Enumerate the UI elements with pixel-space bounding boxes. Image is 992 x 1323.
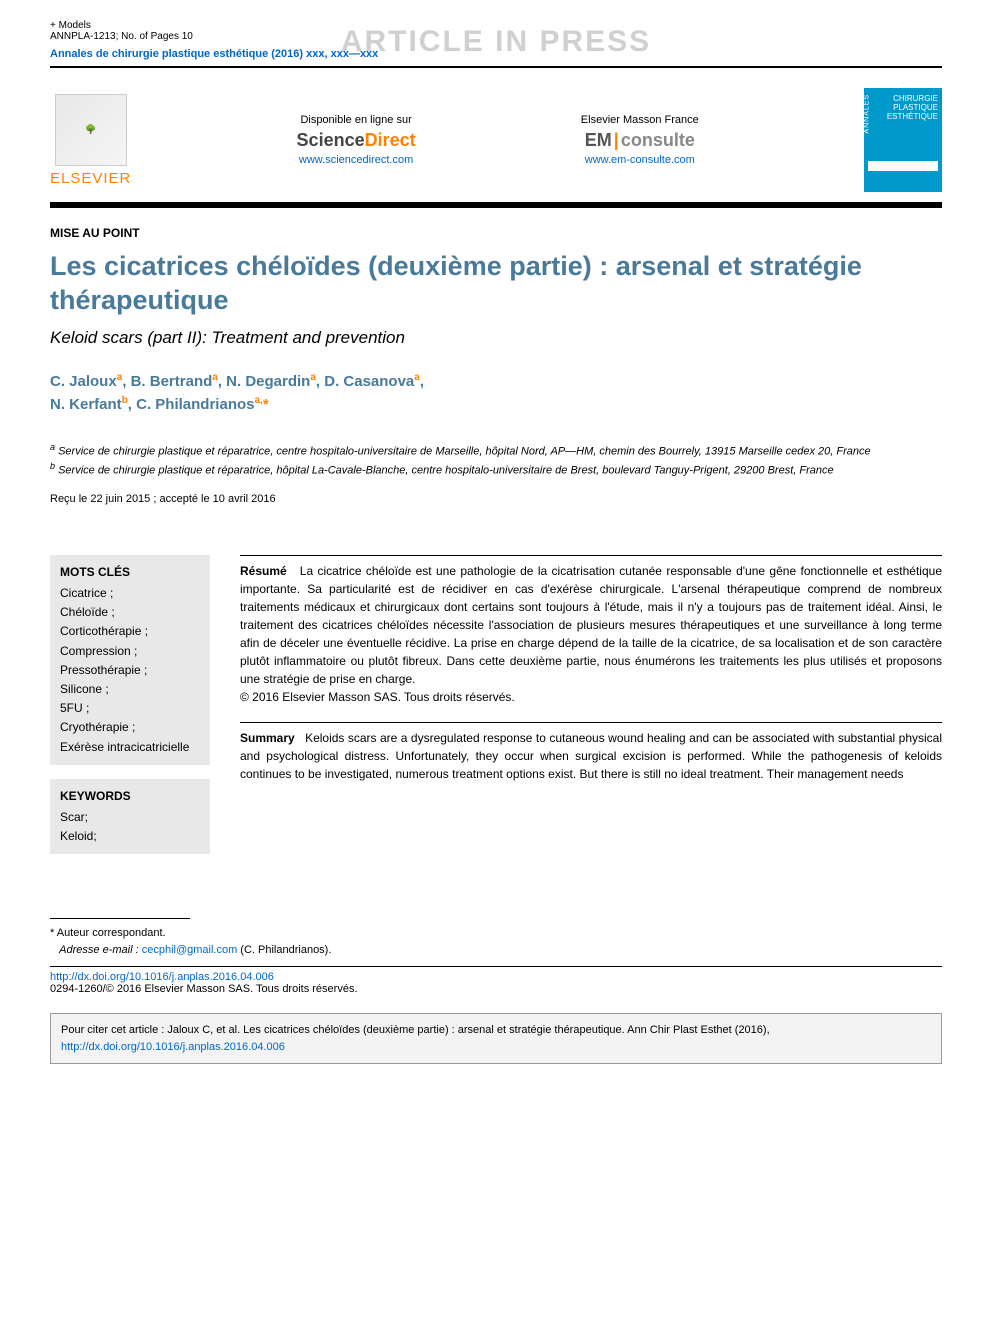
affiliations: a Service de chirurgie plastique et répa… xyxy=(50,441,942,479)
abstract-fr-copyright: © 2016 Elsevier Masson SAS. Tous droits … xyxy=(240,690,515,704)
affil-b: Service de chirurgie plastique et répara… xyxy=(58,464,834,476)
brand-bar-icon: | xyxy=(612,130,621,150)
journal-cover-thumb[interactable]: ANNALES CHIRURGIE PLASTIQUE ESTHÉTIQUE xyxy=(864,88,942,192)
models-label: + Models xyxy=(50,20,91,31)
cover-sub xyxy=(868,161,938,171)
cite-doi-link[interactable]: http://dx.doi.org/10.1016/j.anplas.2016.… xyxy=(61,1041,285,1053)
keywords-en-list: Scar;Keloid; xyxy=(60,808,200,846)
abstract-column: Résumé La cicatrice chéloïde est une pat… xyxy=(240,555,942,868)
brand-direct: Direct xyxy=(365,130,416,150)
authors-list: C. Jalouxa, B. Bertranda, N. Degardina, … xyxy=(50,370,942,417)
abstract-en-head: Summary xyxy=(240,731,295,745)
brand-em: EM xyxy=(585,130,612,150)
avail-label-2: Elsevier Masson France xyxy=(581,114,699,126)
avail-label-1: Disponible en ligne sur xyxy=(297,114,416,126)
cover-line1: CHIRURGIE xyxy=(868,94,938,103)
emconsulte-col: Elsevier Masson France EM|consulte www.e… xyxy=(581,114,699,166)
header-band: 🌳 ELSEVIER Disponible en ligne sur Scien… xyxy=(50,78,942,208)
received-accepted-dates: Reçu le 22 juin 2015 ; accepté le 10 avr… xyxy=(50,493,942,505)
corresponding-author: * Auteur correspondant. Adresse e-mail :… xyxy=(50,925,942,958)
cover-vertical-text: ANNALES xyxy=(863,94,870,134)
issn-copyright: 0294-1260/© 2016 Elsevier Masson SAS. To… xyxy=(50,983,358,995)
corr-star: * Auteur correspondant. xyxy=(50,927,166,939)
elsevier-text: ELSEVIER xyxy=(50,170,131,187)
section-label: MISE AU POINT xyxy=(50,226,942,240)
keywords-en-box: KEYWORDS Scar;Keloid; xyxy=(50,779,210,855)
footer-separator xyxy=(50,918,190,919)
doi-block: http://dx.doi.org/10.1016/j.anplas.2016.… xyxy=(50,966,942,995)
sciencedirect-brand[interactable]: ScienceDirect xyxy=(297,130,416,151)
cite-text: Pour citer cet article : Jaloux C, et al… xyxy=(61,1024,770,1036)
cover-line2: PLASTIQUE xyxy=(868,103,938,112)
sciencedirect-col: Disponible en ligne sur ScienceDirect ww… xyxy=(297,114,416,166)
affil-a: Service de chirurgie plastique et répara… xyxy=(58,445,871,457)
brand-consulte: consulte xyxy=(621,130,695,150)
emconsulte-url[interactable]: www.em-consulte.com xyxy=(581,154,699,166)
sciencedirect-url[interactable]: www.sciencedirect.com xyxy=(297,154,416,166)
email-link[interactable]: cecphil@gmail.com xyxy=(142,944,238,956)
keywords-fr-box: MOTS CLÉS Cicatrice ;Chéloïde ;Corticoth… xyxy=(50,555,210,765)
keywords-fr-list: Cicatrice ;Chéloïde ;Corticothérapie ;Co… xyxy=(60,584,200,757)
model-meta: + Models ANNPLA-1213; No. of Pages 10 xyxy=(50,20,942,42)
email-label: Adresse e-mail : xyxy=(59,944,138,956)
article-title-en: Keloid scars (part II): Treatment and pr… xyxy=(50,328,942,348)
brand-science: Science xyxy=(297,130,365,150)
email-who: (C. Philandrianos). xyxy=(237,944,331,956)
emconsulte-brand[interactable]: EM|consulte xyxy=(581,130,699,151)
keywords-fr-head: MOTS CLÉS xyxy=(60,563,200,582)
citation-box: Pour citer cet article : Jaloux C, et al… xyxy=(50,1013,942,1064)
abstract-fr: Résumé La cicatrice chéloïde est une pat… xyxy=(240,555,942,706)
abstract-en-body: Keloids scars are a dysregulated respons… xyxy=(240,731,942,781)
elsevier-tree-icon: 🌳 xyxy=(55,94,127,166)
keyword-column: MOTS CLÉS Cicatrice ;Chéloïde ;Corticoth… xyxy=(50,555,210,868)
abstract-fr-head: Résumé xyxy=(240,564,287,578)
keywords-en-head: KEYWORDS xyxy=(60,787,200,806)
abstract-en: Summary Keloids scars are a dysregulated… xyxy=(240,722,942,783)
doi-link[interactable]: http://dx.doi.org/10.1016/j.anplas.2016.… xyxy=(50,971,274,983)
journal-reference: Annales de chirurgie plastique esthétiqu… xyxy=(50,48,942,68)
article-ref: ANNPLA-1213; No. of Pages 10 xyxy=(50,31,193,42)
article-title-fr: Les cicatrices chéloïdes (deuxième parti… xyxy=(50,250,942,318)
elsevier-logo[interactable]: 🌳 ELSEVIER xyxy=(50,94,131,187)
cover-line3: ESTHÉTIQUE xyxy=(868,112,938,121)
abstract-fr-body: La cicatrice chéloïde est une pathologie… xyxy=(240,564,942,686)
abstract-row: MOTS CLÉS Cicatrice ;Chéloïde ;Corticoth… xyxy=(50,555,942,868)
